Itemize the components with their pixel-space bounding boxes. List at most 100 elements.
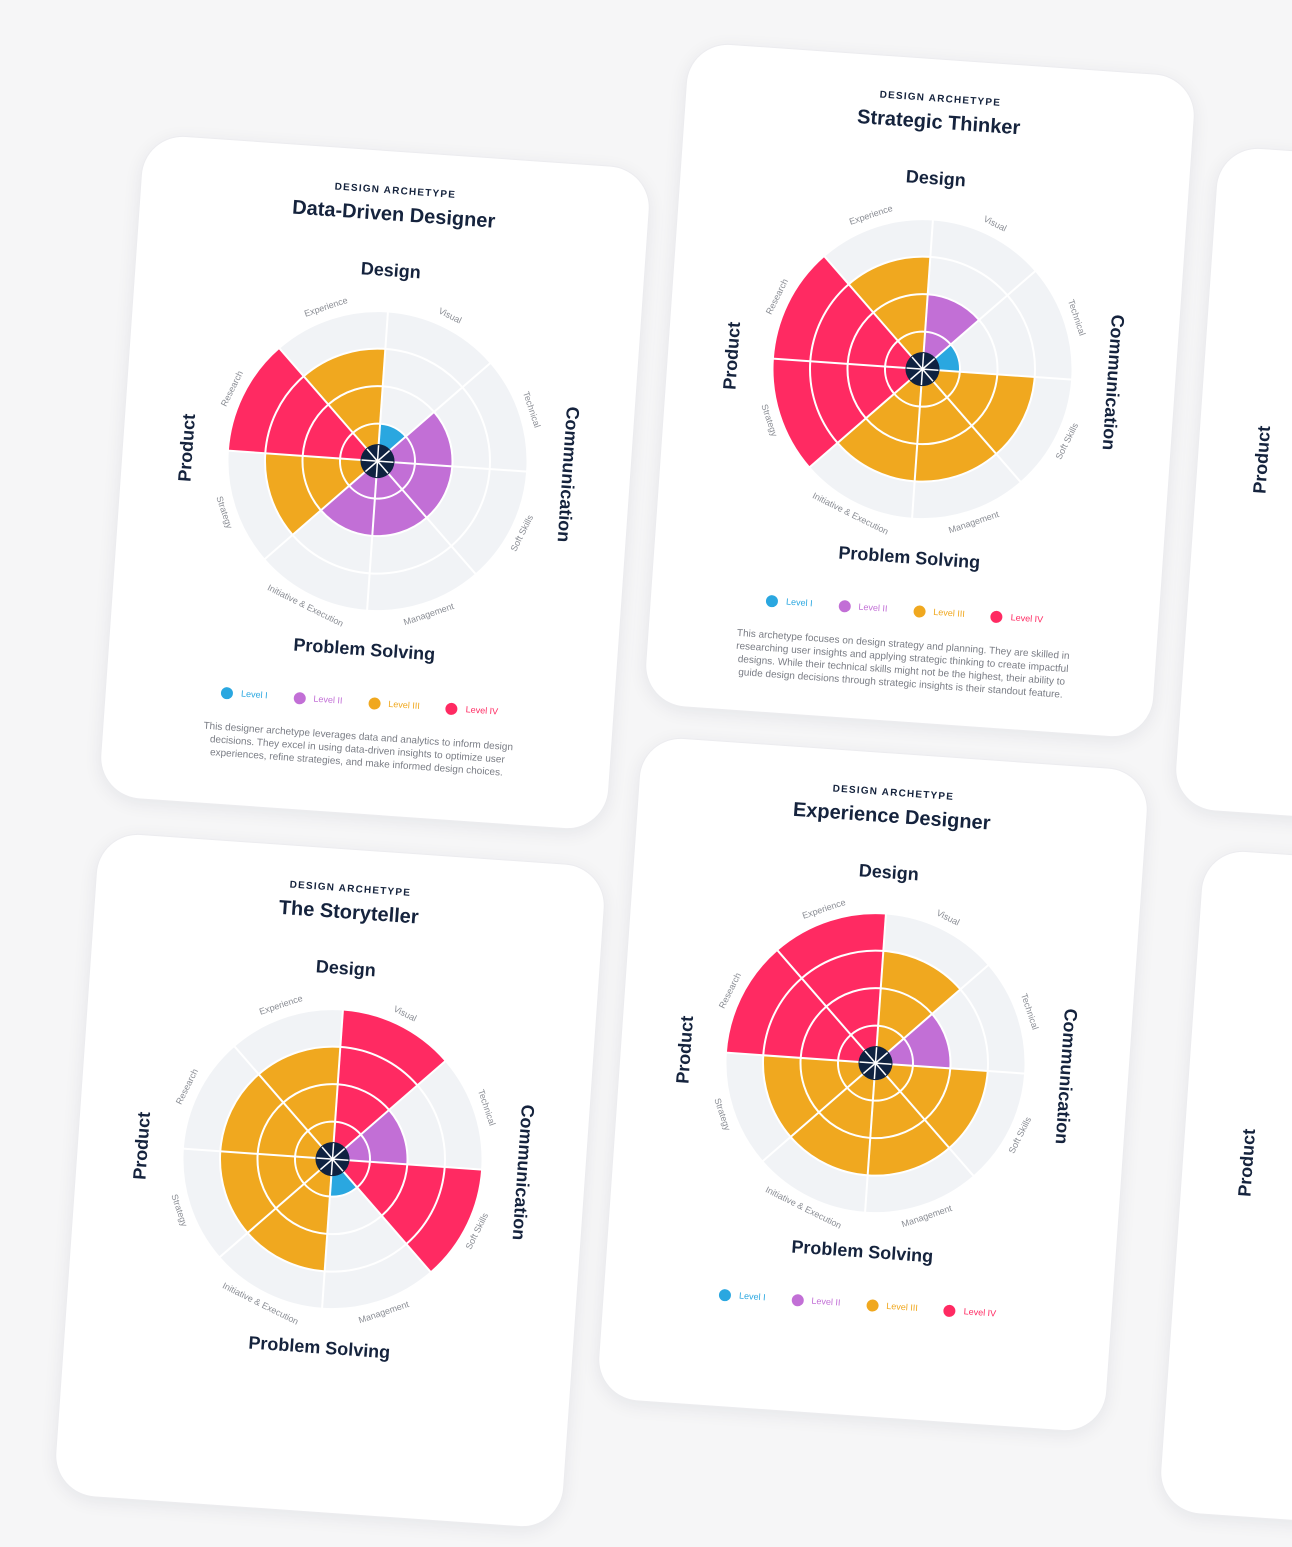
hub-spoke <box>316 1157 333 1160</box>
spoke-line <box>921 219 934 370</box>
spoke-line <box>227 449 378 463</box>
sector-bar <box>332 1159 483 1273</box>
hub-spoke <box>319 1158 333 1171</box>
sector-bar <box>265 453 378 535</box>
hub-spoke <box>364 460 378 473</box>
legend-label: Level I <box>738 1290 766 1303</box>
hub-spoke <box>906 367 923 370</box>
legend-label: Level III <box>387 698 421 712</box>
legend-dot <box>445 702 459 716</box>
sector-label: Technical <box>521 390 542 429</box>
group-label: Problem Solving <box>248 1332 391 1362</box>
spoke-line <box>331 1158 432 1273</box>
sector-bar <box>227 347 378 462</box>
polar-chart: Product <box>1234 1128 1259 1197</box>
sector-bar <box>790 1063 876 1176</box>
hub-spoke <box>875 1062 892 1065</box>
spoke-line <box>331 1059 447 1160</box>
group-label: Product <box>672 1015 697 1084</box>
hub-spoke <box>376 445 380 462</box>
polar-chart: Product <box>1249 425 1274 494</box>
sector-bg <box>322 1159 431 1310</box>
group-label: Communication <box>509 1104 538 1241</box>
group-label: Product <box>129 1111 154 1180</box>
sector-bar <box>220 1074 333 1160</box>
group-label: Product <box>1234 1128 1259 1197</box>
group-label: Design <box>858 860 919 884</box>
group-label: Communication <box>1099 314 1128 451</box>
legend-dot <box>865 1299 879 1312</box>
spoke-line <box>376 460 477 575</box>
spoke-line <box>233 1045 334 1160</box>
sector-label: Visual <box>982 214 1008 234</box>
group-label: Problem Solving <box>838 542 981 572</box>
legend-label: Level I <box>240 688 268 701</box>
spoke-line <box>808 368 924 469</box>
spoke-line <box>366 461 379 611</box>
hub-spoke <box>366 448 379 462</box>
archetype-card: Product <box>1157 848 1292 1547</box>
legend-dot <box>220 686 234 700</box>
sector-label: Technical <box>1066 298 1087 337</box>
page: { "chart_data": [ {"type": "polar", "eye… <box>52 41 1292 1547</box>
sector-bar <box>258 1046 341 1160</box>
legend-label: Level III <box>932 606 966 620</box>
hub-spoke <box>874 1062 887 1076</box>
spoke-line <box>772 357 923 371</box>
sector-bar <box>763 1055 876 1137</box>
group-label: Product <box>719 321 744 390</box>
spoke-line <box>874 963 990 1064</box>
group-label: Design <box>315 956 376 980</box>
sector-label: Technical <box>476 1088 497 1127</box>
archetype-card: DESIGN ARCHETYPE Data-Driven Designer Visu… <box>97 133 653 832</box>
spoke-line <box>864 1063 877 1213</box>
spoke-line <box>332 1158 483 1171</box>
hub-spoke <box>332 1148 346 1160</box>
sector-bg <box>922 270 1073 380</box>
hub-spoke <box>909 368 923 381</box>
spoke-line <box>921 368 1022 483</box>
sector-bar <box>372 461 427 537</box>
legend-label: Level IV <box>963 1306 997 1319</box>
hub-spoke <box>330 1159 334 1176</box>
legend-dot <box>293 691 306 705</box>
legend-dot <box>367 697 381 710</box>
sector-bar <box>848 256 931 370</box>
hub-spoke <box>920 369 924 386</box>
archetype-card: DESIGN ARCHETYPE The Storyteller Visual Tec… <box>52 831 608 1530</box>
legend-dot <box>912 605 926 618</box>
hub-spoke <box>331 1158 344 1172</box>
legend-label: Level IV <box>465 704 499 717</box>
spoke-line <box>921 269 1037 370</box>
description: This designer archetype leverages data a… <box>203 720 514 779</box>
hub-spoke <box>321 1146 334 1160</box>
group-label: Product <box>174 413 199 482</box>
legend-dot <box>838 599 851 613</box>
legend-label: Level I <box>785 596 813 609</box>
hub-spoke <box>375 461 379 478</box>
legend-label: Level IV <box>1010 612 1044 625</box>
spoke-line <box>725 1051 876 1065</box>
spoke-line <box>331 1009 344 1160</box>
archetype-card: DESIGN ARCHETYPE Strategic Thinker Visual T… <box>642 41 1198 740</box>
sector-bar <box>875 950 961 1064</box>
archetype-card: DESIGN ARCHETYPE Experience Designer Visua… <box>595 735 1151 1434</box>
group-label: Design <box>905 166 966 190</box>
legend-dot <box>765 594 779 608</box>
sector-bar <box>377 461 453 518</box>
spoke-line <box>376 311 389 462</box>
spoke-line <box>875 1062 1026 1075</box>
group-label: Problem Solving <box>293 634 436 664</box>
legend-label: Level II <box>313 693 343 706</box>
hub-spoke <box>377 450 391 462</box>
hub-spoke <box>864 1050 877 1064</box>
spoke-line <box>263 460 379 561</box>
sector-bar <box>875 1013 951 1069</box>
sector-label: Visual <box>935 908 961 928</box>
sector-bar <box>867 1063 950 1176</box>
sector-bar <box>377 411 453 467</box>
sector-bar <box>922 294 980 370</box>
group-label: Design <box>360 258 421 282</box>
legend-dot <box>990 610 1004 624</box>
